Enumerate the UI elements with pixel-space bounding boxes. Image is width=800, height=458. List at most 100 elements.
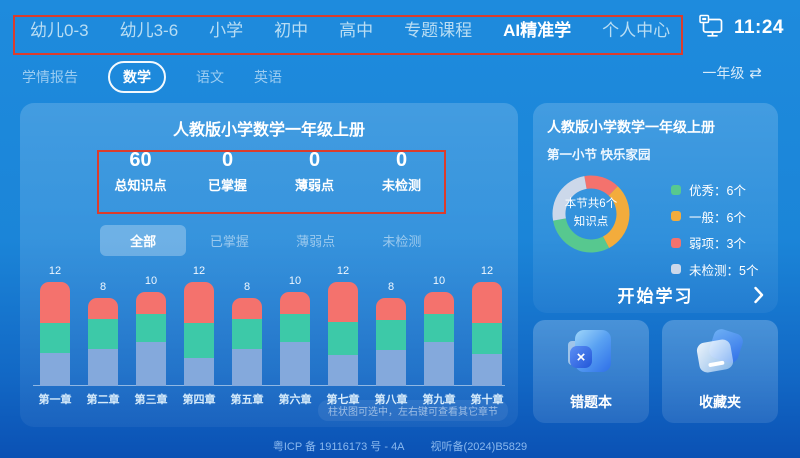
bar-segment-middle-segment xyxy=(424,314,454,342)
screen-mirror-tv-icon[interactable] xyxy=(699,14,725,43)
filter-tab-weak[interactable]: 薄弱点 xyxy=(296,234,336,249)
bar-segment-top-segment xyxy=(88,298,118,319)
bar-segment-bottom-segment xyxy=(472,354,502,386)
clock: 11:24 xyxy=(733,17,784,38)
nav-item-personal-center[interactable]: 个人中心 xyxy=(602,20,671,40)
donut-segment-一般 xyxy=(602,186,630,248)
legend-item-优秀: 优秀：6个 xyxy=(671,180,758,199)
bar-value-label: 12 xyxy=(192,265,206,277)
subnav-item-report[interactable]: 学情报告 xyxy=(22,69,78,85)
nav-item-ai-precision[interactable]: AI精准学 xyxy=(503,20,572,40)
bar-value-label: 12 xyxy=(336,265,350,277)
donut-legend: 优秀：6个一般：6个弱项：3个未检测：5个 xyxy=(671,180,758,279)
donut-segment-未检测 xyxy=(552,176,587,221)
start-learning-button[interactable]: 开始学习 xyxy=(533,276,778,313)
nav-item-early-3-6[interactable]: 幼儿3-6 xyxy=(119,20,179,40)
bar-segment-top-segment xyxy=(376,298,406,320)
bar-segment-middle-segment xyxy=(328,322,358,355)
bar-segment-bottom-segment xyxy=(280,342,310,386)
nav-item-early-0-3[interactable]: 幼儿0-3 xyxy=(30,20,89,40)
bar-segment-top-segment xyxy=(184,282,214,323)
bar-chapter-4[interactable]: 12 xyxy=(184,265,214,386)
grade-switcher[interactable]: 一年级 ⇄ xyxy=(702,63,762,83)
bar-chapter-9[interactable]: 10 xyxy=(424,275,454,386)
bar-segment-middle-segment xyxy=(184,323,214,358)
bar-category-label: 第八章 xyxy=(374,394,408,406)
bar-value-label: 12 xyxy=(480,265,494,277)
donut-center-line2: 知识点 xyxy=(573,216,609,228)
status-area: 11:24 xyxy=(699,0,784,56)
legend-text: 一般：6个 xyxy=(689,210,746,225)
footer: 粤ICP 备 19116173 号 - 4A 视听备(2024)B5829 xyxy=(0,438,800,454)
mistake-book-label: 错题本 xyxy=(570,394,612,410)
legend-color-swatch xyxy=(671,237,681,248)
legend-text: 未检测：5个 xyxy=(689,263,759,278)
stat-weak: 0 薄弱点 xyxy=(271,149,358,194)
legend-item-弱项: 弱项：3个 xyxy=(671,233,758,252)
bar-chapter-6[interactable]: 10 xyxy=(280,275,310,386)
stat-total-label: 总知识点 xyxy=(114,178,167,193)
stat-weak-label: 薄弱点 xyxy=(294,178,334,193)
bar-segment-top-segment xyxy=(136,292,166,314)
nav-item-senior-high[interactable]: 高中 xyxy=(339,20,374,40)
section-book-title: 人教版小学数学一年级上册 xyxy=(547,119,715,135)
knowledge-stats: 60 总知识点 0 已掌握 0 薄弱点 0 未检测 xyxy=(97,149,445,194)
favorites-card[interactable]: 收藏夹 xyxy=(662,320,778,423)
stat-total: 60 总知识点 xyxy=(97,149,184,194)
bar-category-label: 第三章 xyxy=(134,394,168,406)
bar-value-label: 8 xyxy=(243,281,251,293)
x-mark-icon: × xyxy=(570,346,592,368)
av-license: 视听备(2024)B5829 xyxy=(430,441,528,453)
legend-text: 优秀：6个 xyxy=(689,184,746,198)
bar-category-label: 第六章 xyxy=(278,394,312,406)
donut-segment-弱项 xyxy=(584,175,618,196)
mistake-book-card[interactable]: × 错题本 xyxy=(533,320,649,423)
nav-item-junior-high[interactable]: 初中 xyxy=(274,20,309,40)
bar-segment-middle-segment xyxy=(472,323,502,354)
bar-chapter-3[interactable]: 10 xyxy=(136,275,166,386)
bar-chapter-8[interactable]: 8 xyxy=(376,281,406,386)
bar-segment-bottom-segment xyxy=(184,358,214,386)
bar-segment-middle-segment xyxy=(136,314,166,342)
filter-tabs: 全部 已掌握 薄弱点 未检测 xyxy=(100,225,445,256)
filter-tab-untested[interactable]: 未检测 xyxy=(382,234,422,249)
subnav-item-chinese[interactable]: 语文 xyxy=(196,69,224,85)
bar-category-label: 第四章 xyxy=(182,394,216,406)
top-navbar: 幼儿0-3 幼儿3-6 小学 初中 高中 专题课程 AI精准学 个人中心 11:24 xyxy=(0,0,800,56)
bar-segment-middle-segment xyxy=(88,319,118,349)
subject-subnav: 学情报告 数学 语文 英语 xyxy=(0,56,800,98)
bar-category-label: 第五章 xyxy=(230,394,264,406)
favorites-label: 收藏夹 xyxy=(699,394,741,410)
bar-category-label: 第七章 xyxy=(326,394,360,406)
bar-segment-top-segment xyxy=(424,292,454,314)
bar-chapter-2[interactable]: 8 xyxy=(88,281,118,386)
subnav-item-math[interactable]: 数学 xyxy=(108,61,166,93)
bar-segment-middle-segment xyxy=(40,323,70,353)
bar-value-label: 8 xyxy=(387,281,395,293)
bar-segment-bottom-segment xyxy=(136,342,166,386)
bar-segment-top-segment xyxy=(472,282,502,323)
nav-item-special-courses[interactable]: 专题课程 xyxy=(404,20,473,40)
bar-chapter-10[interactable]: 12 xyxy=(472,265,502,386)
bar-chapter-7[interactable]: 12 xyxy=(328,265,358,386)
section-card: 人教版小学数学一年级上册 第一小节 快乐家园 本节共6个 知识点 优秀：6个 一般… xyxy=(533,103,778,313)
bar-segment-top-segment xyxy=(232,298,262,319)
stat-weak-value: 0 xyxy=(308,149,321,171)
bar-segment-bottom-segment xyxy=(376,350,406,386)
bar-value-label: 10 xyxy=(288,275,302,287)
subnav-item-english[interactable]: 英语 xyxy=(254,69,282,85)
nav-item-primary-school[interactable]: 小学 xyxy=(209,20,244,40)
legend-color-swatch xyxy=(671,211,681,221)
legend-item-未检测: 未检测：5个 xyxy=(671,260,758,279)
legend-color-swatch xyxy=(671,184,681,195)
bar-chapter-1[interactable]: 12 xyxy=(40,265,70,386)
filter-tab-all[interactable]: 全部 xyxy=(100,225,187,256)
donut-center-text: 本节共6个 知识点 xyxy=(546,169,636,259)
filter-tab-mastered[interactable]: 已掌握 xyxy=(209,234,249,249)
stat-mastered-value: 0 xyxy=(221,149,234,171)
bar-category-label: 第十章 xyxy=(470,394,504,406)
bar-chapter-5[interactable]: 8 xyxy=(232,281,262,386)
start-learning-label: 开始学习 xyxy=(617,287,694,306)
stat-mastered-label: 已掌握 xyxy=(207,178,247,193)
